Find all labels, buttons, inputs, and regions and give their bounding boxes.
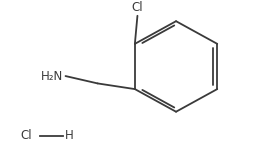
Text: H: H <box>65 129 74 142</box>
Text: H₂N: H₂N <box>41 70 63 83</box>
Text: Cl: Cl <box>20 129 32 142</box>
Text: Cl: Cl <box>132 1 143 14</box>
